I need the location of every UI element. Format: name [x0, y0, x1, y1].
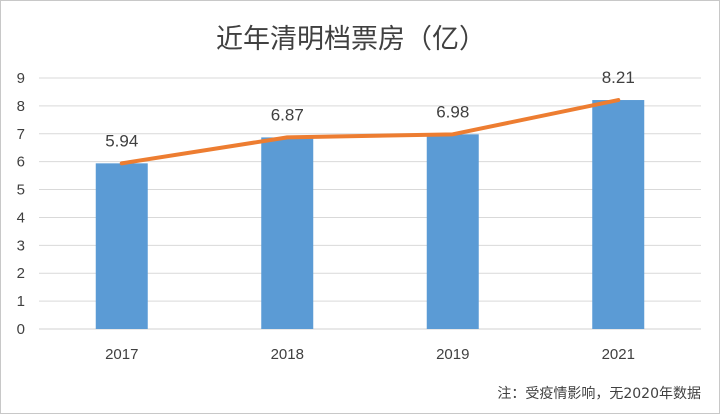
trend-point-2021 [616, 98, 620, 102]
bar-2018 [261, 137, 314, 329]
bar-2021 [592, 100, 645, 329]
trend-line-path [119, 98, 621, 166]
x-tick-label-2017: 2017 [105, 346, 138, 363]
y-tick-label-3: 3 [17, 237, 25, 254]
y-tick-label-2: 2 [17, 265, 25, 282]
data-label-2019: 6.98 [436, 102, 469, 121]
data-labels: 5.94 6.87 6.98 8.21 [105, 68, 635, 150]
x-tick-label-2021: 2021 [602, 346, 635, 363]
x-tick-label-2019: 2019 [436, 346, 469, 363]
data-label-2017: 5.94 [105, 131, 138, 150]
x-tick-label-2018: 2018 [271, 346, 304, 363]
y-tick-label-5: 5 [17, 182, 25, 199]
trend-point-2019 [451, 132, 455, 136]
y-tick-label-8: 8 [17, 98, 25, 115]
trend-point-2017 [120, 161, 124, 165]
footnote: 注：受疫情影响，无2020年数据 [497, 386, 701, 402]
y-axis-ticks: 0 1 2 3 4 5 6 7 8 9 [17, 70, 25, 338]
bar-2019 [426, 134, 479, 329]
y-tick-label-9: 9 [17, 70, 25, 87]
data-label-2021: 8.21 [602, 68, 635, 87]
trend-point-2018 [285, 135, 289, 139]
bar-2017 [95, 163, 148, 329]
y-tick-label-7: 7 [17, 126, 25, 143]
y-tick-label-1: 1 [17, 293, 25, 310]
y-tick-label-4: 4 [17, 209, 25, 226]
y-tick-label-0: 0 [17, 321, 25, 338]
data-label-2018: 6.87 [271, 105, 304, 124]
bars [95, 100, 645, 329]
trend-line [119, 98, 621, 166]
gridlines [39, 77, 701, 330]
chart-title: 近年清明档票房（亿） [216, 24, 486, 55]
y-tick-label-6: 6 [17, 154, 25, 171]
x-axis-ticks: 2017 2018 2019 2021 [105, 346, 635, 363]
